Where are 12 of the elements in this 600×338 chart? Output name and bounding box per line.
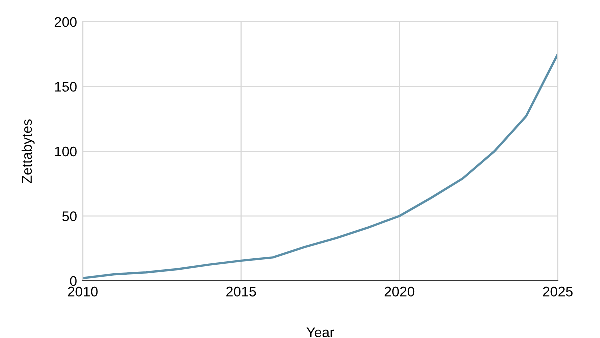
x-tick-label: 2015 [226, 286, 256, 297]
y-tick-label: 50 [62, 212, 77, 222]
x-tick-label: 2020 [384, 286, 415, 297]
x-axis-title: Year [306, 328, 334, 338]
y-tick-label: 200 [54, 17, 77, 28]
y-tick-label: 150 [55, 82, 77, 92]
y-tick-label: 0 [70, 276, 77, 286]
x-tick-label: 2010 [68, 286, 98, 297]
y-tick-label: 100 [55, 146, 77, 157]
x-tick-label: 2025 [543, 286, 573, 297]
line-series [83, 53, 558, 280]
y-axis-title: Zettabytes [22, 120, 35, 184]
